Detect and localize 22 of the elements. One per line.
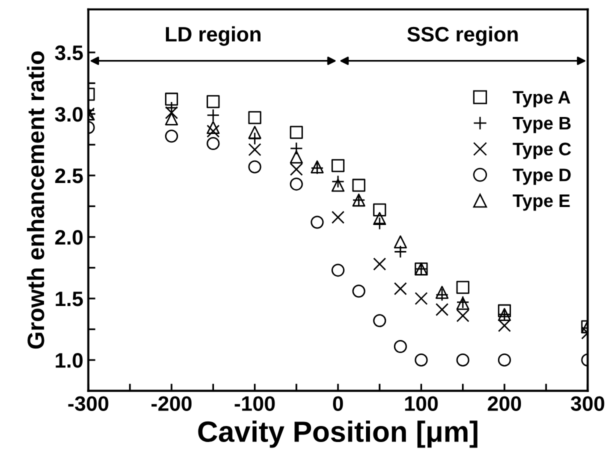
annotation: SSC region (407, 26, 518, 46)
y-tick-label: 2.5 (55, 168, 83, 184)
legend-label: Type C (512, 142, 571, 159)
legend-label: Type A (512, 91, 570, 108)
y-tick-label: 1.5 (56, 292, 83, 306)
legend-label: Type D (512, 168, 571, 185)
x-tick-label: 100 (405, 396, 438, 411)
y-tick-label: 2.0 (55, 230, 83, 245)
y-axis-title: Growth enhancement ratio (26, 51, 44, 349)
x-tick-label: 300 (570, 396, 604, 411)
annotation: LD region (166, 26, 260, 46)
y-tick-label: 1.0 (56, 353, 83, 368)
x-tick-label: -300 (68, 396, 108, 411)
x-tick-label: 200 (488, 396, 521, 411)
y-tick-label: 3.0 (54, 106, 83, 122)
x-tick-label: 0 (333, 396, 343, 411)
legend-label: Type E (512, 194, 570, 211)
x-tick-label: -200 (152, 396, 192, 411)
x-tick-label: -100 (234, 396, 275, 411)
x-axis-title: Cavity Position [μm] (198, 420, 478, 448)
legend-label: Type B (512, 116, 571, 134)
y-tick-label: 3.5 (54, 45, 83, 60)
